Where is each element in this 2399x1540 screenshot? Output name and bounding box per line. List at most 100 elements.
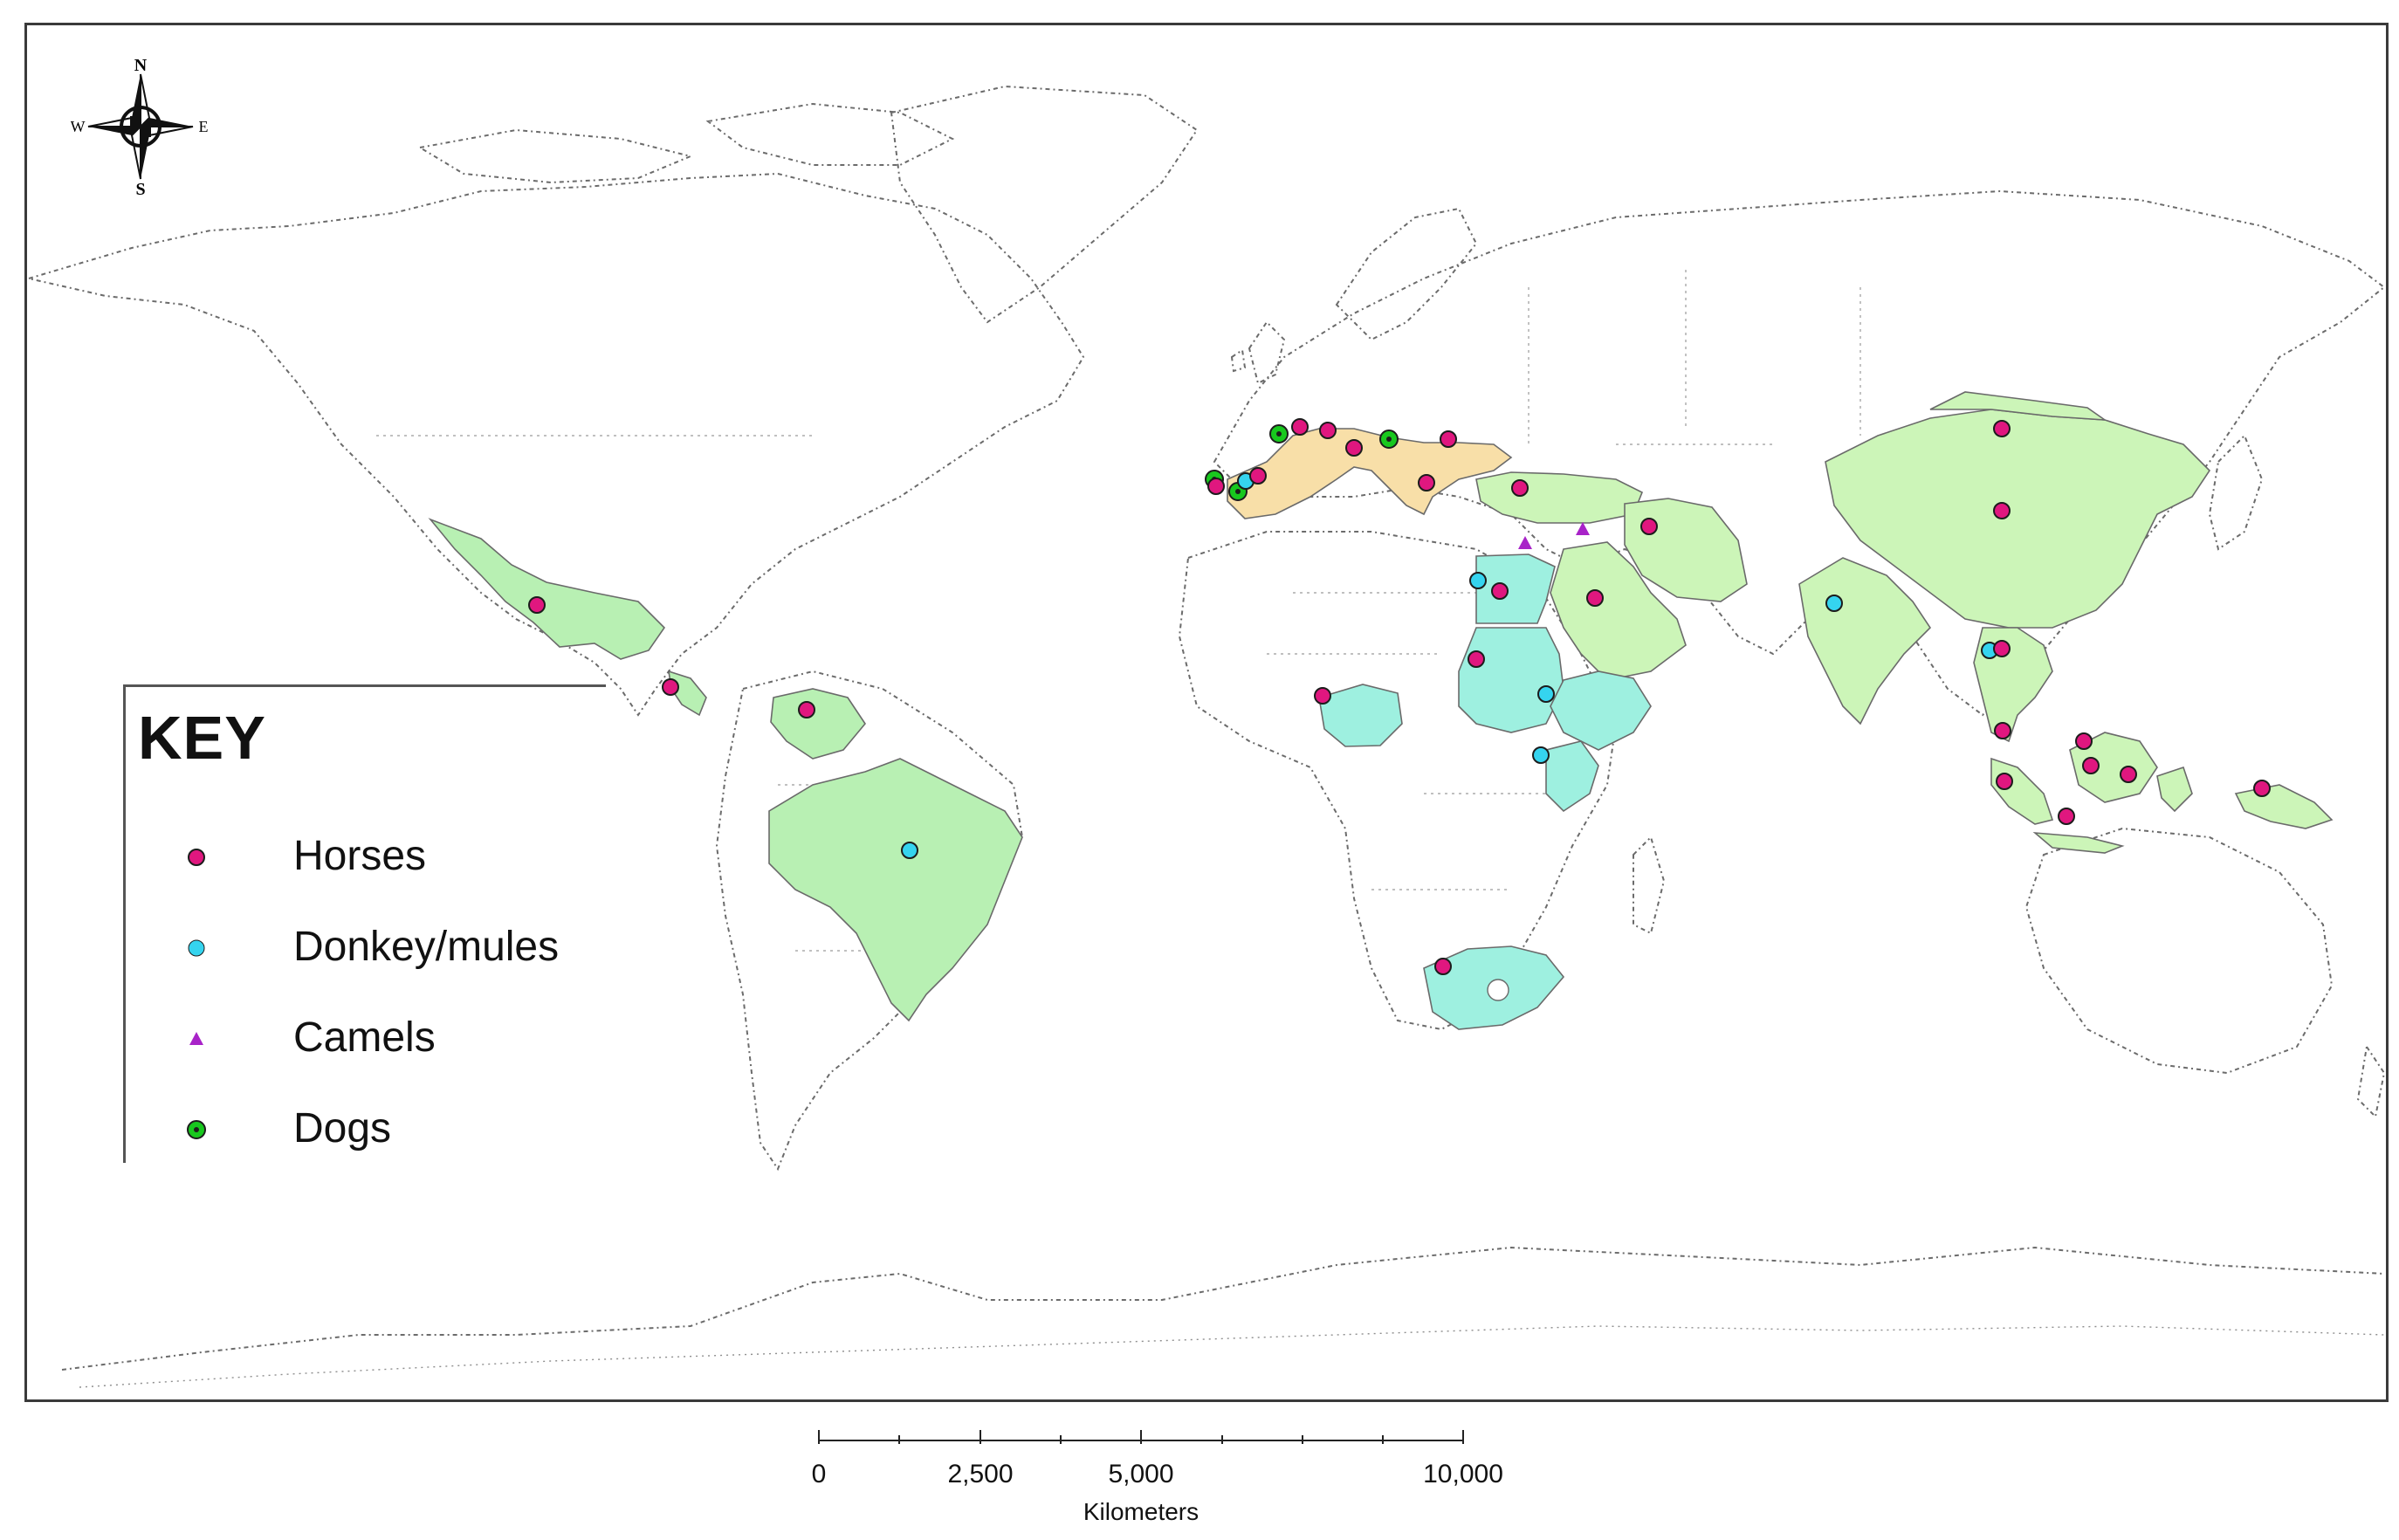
country-venezuela[interactable]: [770, 688, 866, 760]
marker-donkey-mules-24[interactable]: [1537, 685, 1555, 703]
north-america-coast: [27, 172, 1085, 717]
marker-horses-36[interactable]: [2075, 732, 2093, 750]
australia-coast: [2024, 827, 2334, 1075]
legend-item-dogs: Dogs: [126, 1099, 597, 1160]
legend-label-horses: Horses: [293, 833, 427, 879]
compass-west-label: W: [71, 118, 86, 135]
legend-title: KEY: [138, 704, 266, 772]
marker-horses-33[interactable]: [1994, 722, 2011, 739]
legend-label-donkey-mules: Donkey/mules: [293, 924, 560, 970]
compass-north-label: N: [134, 57, 148, 75]
compass-south-label: S: [135, 180, 145, 196]
camels-marker-icon: [189, 1032, 203, 1045]
marker-donkey-mules-28[interactable]: [1825, 595, 1843, 612]
legend-label-camels: Camels: [293, 1014, 436, 1061]
madagascar-coast: [1633, 835, 1666, 935]
marker-horses-30[interactable]: [1993, 502, 2011, 519]
country-nigeria[interactable]: [1318, 684, 1403, 747]
legend: KEY Horses Donkey/mules Camels Dogs: [123, 684, 606, 1163]
marker-dogs-13[interactable]: [1379, 430, 1399, 449]
marker-horses-12[interactable]: [1345, 439, 1363, 457]
marker-horses-10[interactable]: [1291, 418, 1309, 436]
country-india[interactable]: [1798, 557, 1932, 725]
dogs-marker-icon: [187, 1120, 206, 1139]
horses-marker-icon: [188, 849, 205, 866]
marker-horses-22[interactable]: [1586, 589, 1604, 607]
compass-east-label: E: [199, 118, 209, 135]
marker-dogs-9[interactable]: [1269, 424, 1289, 443]
country-mongolia[interactable]: [1929, 391, 2107, 421]
marker-horses-0[interactable]: [528, 596, 546, 614]
arctic-islands-coast: [417, 102, 955, 184]
legend-item-camels: Camels: [126, 1008, 597, 1069]
marker-horses-29[interactable]: [1993, 420, 2011, 437]
marker-horses-26[interactable]: [1314, 687, 1331, 705]
country-kenya[interactable]: [1545, 740, 1599, 813]
country-sulawesi[interactable]: [2156, 766, 2193, 813]
marker-horses-38[interactable]: [2120, 766, 2137, 783]
marker-horses-32[interactable]: [1993, 640, 2011, 657]
marker-horses-11[interactable]: [1319, 422, 1337, 439]
country-brazil[interactable]: [768, 758, 1023, 1022]
marker-camels-18[interactable]: [1518, 536, 1532, 549]
marker-horses-23[interactable]: [1468, 650, 1485, 668]
eurasia-coast: [1213, 189, 2386, 717]
marker-camels-19[interactable]: [1576, 522, 1590, 535]
region-southern-europe[interactable]: [1227, 428, 1513, 519]
map-frame: N S W E KEY Horses Donkey/mules Camels: [24, 23, 2389, 1402]
country-sumatra[interactable]: [1990, 757, 2054, 825]
marker-horses-35[interactable]: [2058, 808, 2075, 825]
marker-horses-21[interactable]: [1491, 582, 1509, 600]
world-map: [27, 85, 2386, 1388]
interior-borders: [376, 270, 1861, 952]
marker-horses-16[interactable]: [1511, 479, 1529, 497]
marker-horses-2[interactable]: [798, 701, 815, 718]
highlighted-countries: [428, 391, 2334, 1030]
marker-horses-39[interactable]: [2253, 780, 2271, 797]
country-turkey[interactable]: [1475, 471, 1644, 524]
country-saudi-arabia[interactable]: [1550, 541, 1687, 681]
scale-unit-label: Kilometers: [1083, 1498, 1200, 1525]
marker-horses-37[interactable]: [2082, 757, 2100, 774]
antarctica-coast: [61, 1246, 2385, 1371]
british-isles-coast: [1230, 320, 1286, 385]
country-mexico[interactable]: [428, 518, 666, 660]
scale-bar: 0 2,500 5,000 10,000 Kilometers: [812, 1423, 1528, 1537]
marker-horses-15[interactable]: [1418, 474, 1435, 492]
markers-layer: [528, 418, 2271, 975]
marker-donkey-mules-25[interactable]: [1532, 746, 1550, 764]
country-egypt[interactable]: [1475, 553, 1556, 624]
legend-item-donkey-mules: Donkey/mules: [126, 918, 597, 979]
marker-horses-27[interactable]: [1434, 958, 1452, 975]
scale-tick-2500: 2,500: [947, 1460, 1014, 1488]
scale-bar-graphic: [818, 1430, 1464, 1444]
compass-rose: N S W E: [71, 56, 210, 199]
scale-tick-5000: 5,000: [1108, 1460, 1174, 1488]
new-zealand-coast: [2356, 1044, 2386, 1119]
country-ethiopia[interactable]: [1550, 670, 1652, 751]
marker-horses-1[interactable]: [662, 678, 679, 696]
scale-tick-10000: 10,000: [1423, 1460, 1503, 1488]
marker-horses-34[interactable]: [1996, 773, 2013, 790]
scale-tick-0: 0: [811, 1460, 827, 1488]
country-java[interactable]: [2032, 831, 2125, 854]
marker-horses-17[interactable]: [1640, 518, 1658, 535]
legend-label-dogs: Dogs: [293, 1105, 392, 1152]
country-borneo[interactable]: [2069, 732, 2158, 803]
legend-item-horses: Horses: [126, 827, 597, 888]
marker-horses-5[interactable]: [1207, 478, 1225, 495]
greenland-coast: [890, 85, 1199, 324]
country-new-guinea[interactable]: [2234, 784, 2334, 829]
south-america-coast: [715, 670, 1024, 1172]
japan-coast: [2208, 434, 2264, 551]
marker-horses-14[interactable]: [1440, 430, 1457, 448]
marker-horses-8[interactable]: [1249, 467, 1267, 485]
marker-donkey-mules-3[interactable]: [901, 842, 918, 859]
lesotho-hole: [1487, 979, 1509, 1001]
marker-donkey-mules-20[interactable]: [1469, 572, 1487, 589]
compass-icon: N S W E: [71, 56, 209, 199]
scandinavia-coast: [1335, 207, 1478, 341]
country-sudan[interactable]: [1458, 627, 1564, 733]
antarctica-coast-inner: [79, 1325, 2385, 1388]
donkey-mules-marker-icon: [188, 939, 205, 957]
